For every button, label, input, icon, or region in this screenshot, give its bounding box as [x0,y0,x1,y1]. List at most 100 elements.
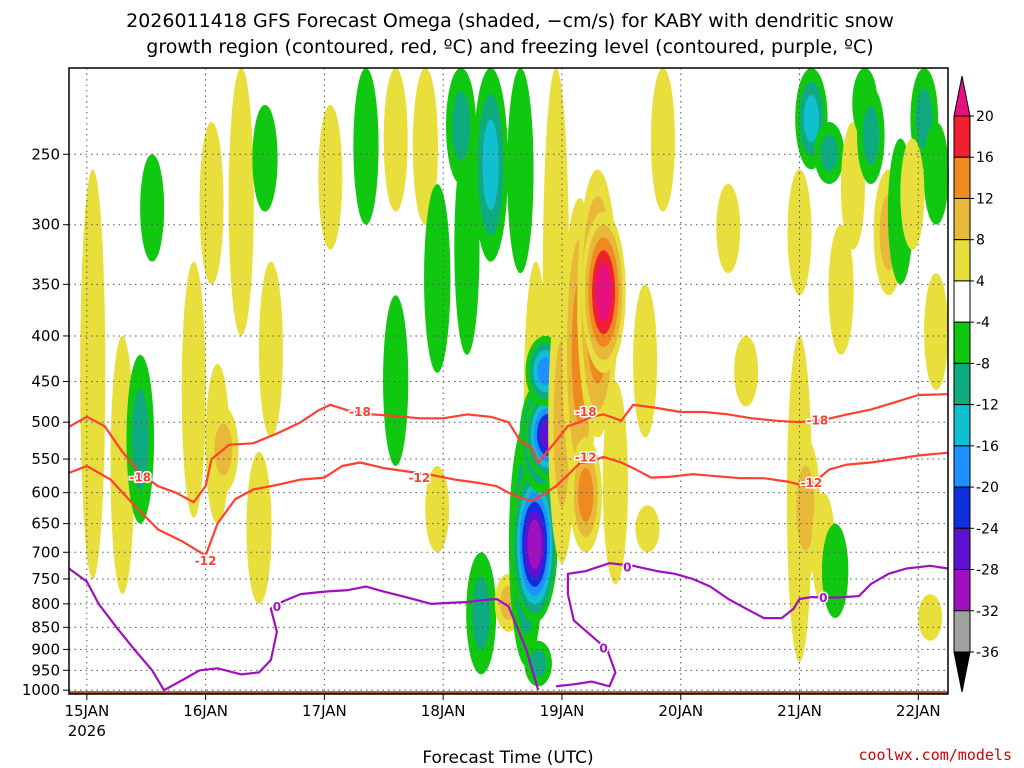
colorbar-tick-label: -28 [976,563,999,579]
time-axis: 15JAN 2026 16JAN 17JAN 18JAN 19JAN 20JAN 21JAN 2… [64,694,941,740]
y-tick-label: 450 [31,372,60,390]
colorbar-bin [953,569,971,612]
y-tick-label: 800 [31,595,60,613]
omega-shade-level [734,335,759,407]
omega-feature [353,67,379,225]
omega-feature [140,154,165,262]
colorbar-tick-label: -36 [976,645,999,661]
colorbar-tick-label: -16 [976,439,999,455]
colorbar-bin [953,486,971,529]
contour-label: -18 [575,405,597,419]
omega-shade-level [924,273,949,390]
omega-feature [900,138,925,250]
chart-title-line-1: 2026011418 GFS Forecast Omega (shaded, −… [126,10,894,32]
colorbar-bottom-arrow [953,651,971,693]
colorbar: 20 16 12 8 4 -4 -8 -12 -16 -20 -24 -28 -32 -36 [953,75,999,693]
colorbar-tick-label: -4 [976,315,990,331]
colorbar-bin [953,156,971,199]
omega-shade-level [199,121,224,285]
colorbar-bin [953,362,971,406]
omega-feature [126,354,155,524]
omega-feature [828,224,854,355]
omega-feature [635,505,660,553]
contour-label: -12 [575,451,597,465]
omega-feature [924,273,949,390]
omega-feature [473,67,509,262]
omega-shade-level [602,381,629,585]
y-tick-label: 700 [31,543,60,561]
x-tick-label: 21JAN [777,702,822,720]
omega-shade-level [716,183,741,274]
omega-feature [424,184,451,373]
omega-feature [923,121,949,225]
y-tick-label: 900 [31,640,60,658]
omega-shade-level [923,121,949,225]
x-tick-sublabel: 2026 [68,722,106,740]
omega-shading [80,67,949,687]
omega-shade-level [796,465,815,551]
omega-shade-level [828,224,854,355]
ground-surface [69,691,948,694]
contour-label: -18 [129,471,151,485]
omega-feature [821,523,849,619]
contour-label: -12 [195,554,217,568]
colorbar-bin [953,527,971,571]
omega-feature [252,104,278,212]
contour-isotherm--18: -18 -18 -18 -18 [68,393,949,504]
omega-shade-level [900,138,925,250]
omega-shade-level [820,134,839,172]
omega-feature [716,183,741,274]
omega-feature [918,594,943,641]
omega-feature [569,437,602,553]
omega-feature [787,169,812,296]
colorbar-tick-label: 12 [976,191,994,207]
colorbar-bin [953,404,971,447]
omega-feature [633,284,658,438]
omega-feature [454,138,480,355]
omega-shade-level [787,169,812,296]
omega-shade-level [482,119,499,210]
omega-shade-level [451,91,470,161]
contour-line [68,393,949,504]
y-tick-label: 850 [31,618,60,636]
omega-feature [507,67,534,274]
omega-shade-level [821,523,849,619]
colorbar-top-arrow [953,75,971,117]
y-tick-label: 250 [31,145,60,163]
omega-feature [445,68,476,185]
colorbar-tick-label: 16 [976,150,994,166]
omega-feature [199,121,224,285]
omega-shade-level [650,68,675,212]
contour-freezing-level-west: 0 [68,567,540,692]
contour-label: 0 [273,600,281,614]
x-tick-label: 22JAN [896,702,941,720]
omega-feature [856,86,885,185]
colorbar-tick-label: -32 [976,604,999,620]
colorbar-bin [953,280,971,323]
omega-shade-level [140,154,165,262]
omega-feature [318,104,343,250]
omega-feature [80,169,106,579]
colorbar-bin [953,115,971,158]
omega-shade-level [252,104,278,212]
omega-shade-level [578,468,594,522]
credit-link[interactable]: coolwx.com/models [858,746,1012,764]
omega-shade-level [131,388,149,490]
omega-feature [814,122,845,185]
temperature-contours: -18 -18 -18 -18 -12 -12 -12 -12 0 0 0 0 [68,393,949,692]
y-tick-label: 400 [31,327,60,345]
contour-label: -18 [806,414,828,428]
omega-shade-level [353,67,379,225]
omega-feature [412,67,438,225]
omega-feature [581,211,626,373]
contour-label: 0 [623,560,631,574]
omega-feature [734,335,759,407]
x-tick-label: 19JAN [540,702,585,720]
omega-feature [246,451,272,604]
y-tick-label: 750 [31,570,60,588]
x-tick-label: 16JAN [183,702,228,720]
omega-shade-level [258,261,283,438]
contour-line [68,451,949,557]
omega-feature [181,261,206,518]
